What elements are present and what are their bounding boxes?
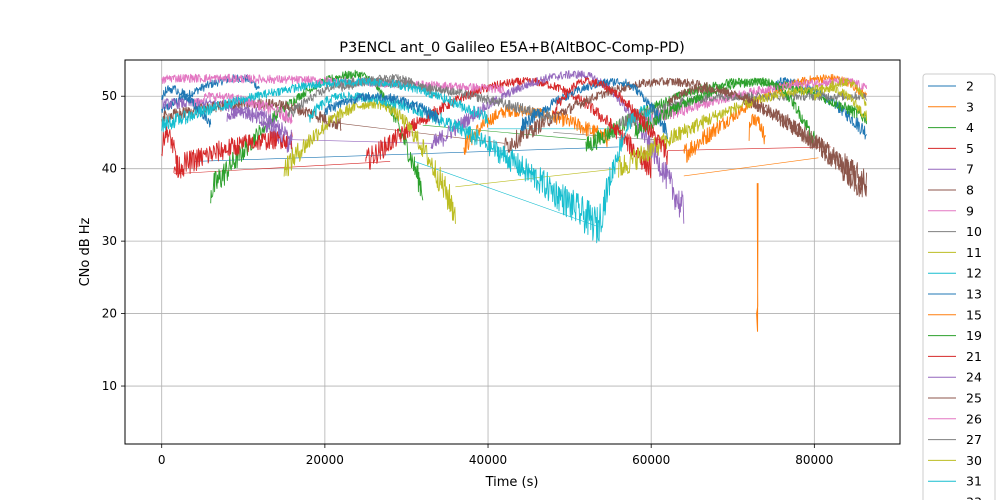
y-tick-label: 20 xyxy=(102,307,117,321)
series-line xyxy=(308,91,599,244)
y-tick-label: 50 xyxy=(102,89,117,103)
legend-label: 5 xyxy=(966,141,974,156)
chart-title: P3ENCL ant_0 Galileo E5A+B(AltBOC-Comp-P… xyxy=(339,40,685,56)
gap-connector xyxy=(292,139,431,144)
series-line xyxy=(618,91,867,130)
series-line xyxy=(773,77,867,140)
legend-label: 7 xyxy=(966,162,974,177)
legend-label: 19 xyxy=(966,328,982,343)
series-line xyxy=(161,124,179,177)
y-tick-label: 10 xyxy=(102,379,117,393)
x-tick-label: 80000 xyxy=(795,453,833,467)
series-line xyxy=(283,98,456,224)
plot-frame xyxy=(124,59,901,445)
series-line xyxy=(430,70,685,224)
legend-label: 10 xyxy=(966,224,982,239)
series-line xyxy=(667,84,868,198)
series-10 xyxy=(283,77,867,130)
legend-box xyxy=(922,73,996,500)
series-line xyxy=(552,77,668,165)
gap-connector xyxy=(455,168,619,188)
series-31 xyxy=(161,77,489,133)
series-line xyxy=(340,73,440,98)
legend-label: 26 xyxy=(966,411,982,426)
legend-label: 31 xyxy=(966,474,982,489)
x-tick-label: 20000 xyxy=(306,453,344,467)
legend-label: 25 xyxy=(966,391,982,406)
series-25 xyxy=(667,84,868,198)
legend-label: 8 xyxy=(966,183,974,198)
series-30 xyxy=(813,77,867,107)
legend-label: 12 xyxy=(966,266,982,281)
series-line xyxy=(173,130,293,179)
gap-connector xyxy=(173,161,391,175)
legend-label: 33 xyxy=(966,495,982,500)
series-line xyxy=(226,104,293,145)
series-24 xyxy=(226,104,293,145)
series-5 xyxy=(161,77,652,179)
legend-label: 9 xyxy=(966,203,974,218)
y-axis-label: CNo dB Hz xyxy=(78,217,93,286)
legend-label: 15 xyxy=(966,307,982,322)
x-tick-label: 0 xyxy=(158,453,166,467)
y-tick-label: 30 xyxy=(102,234,117,248)
series-21 xyxy=(173,77,668,179)
legend-label: 13 xyxy=(966,287,982,302)
legend-label: 2 xyxy=(966,79,974,94)
series-line xyxy=(283,77,554,124)
gap-connector xyxy=(683,157,819,177)
series-12 xyxy=(308,91,652,244)
series-line xyxy=(813,77,867,107)
spike xyxy=(756,183,759,332)
legend-label: 4 xyxy=(966,120,974,135)
series-15 xyxy=(748,113,766,145)
legend-label: 3 xyxy=(966,99,974,114)
x-tick-label: 60000 xyxy=(632,453,670,467)
series-27 xyxy=(340,73,440,98)
series-line xyxy=(161,77,489,133)
series-line xyxy=(597,104,652,242)
x-axis-label: Time (s) xyxy=(485,475,539,490)
legend-label: 21 xyxy=(966,349,982,364)
y-tick-label: 40 xyxy=(102,162,117,176)
series-line xyxy=(365,77,652,179)
gap-connector xyxy=(414,161,599,227)
legend: 2 3 4 5 7 8 9 10 11 12 13 15 19 21 24 25 26 27 30 31 33 xyxy=(922,73,996,500)
gap-connector xyxy=(194,146,619,162)
x-tick-label: 40000 xyxy=(469,453,507,467)
series-layer xyxy=(161,69,868,332)
legend-label: 27 xyxy=(966,432,982,447)
series-line xyxy=(634,77,868,133)
legend-label: 30 xyxy=(966,453,982,468)
series-33 xyxy=(324,91,440,124)
legend-label: 11 xyxy=(966,245,982,260)
ticks: 0 20000 40000 60000 80000 10 20 30 40 50 xyxy=(102,89,834,467)
legend-label: 24 xyxy=(966,370,982,385)
series-line xyxy=(748,113,766,145)
series-line xyxy=(324,91,440,124)
